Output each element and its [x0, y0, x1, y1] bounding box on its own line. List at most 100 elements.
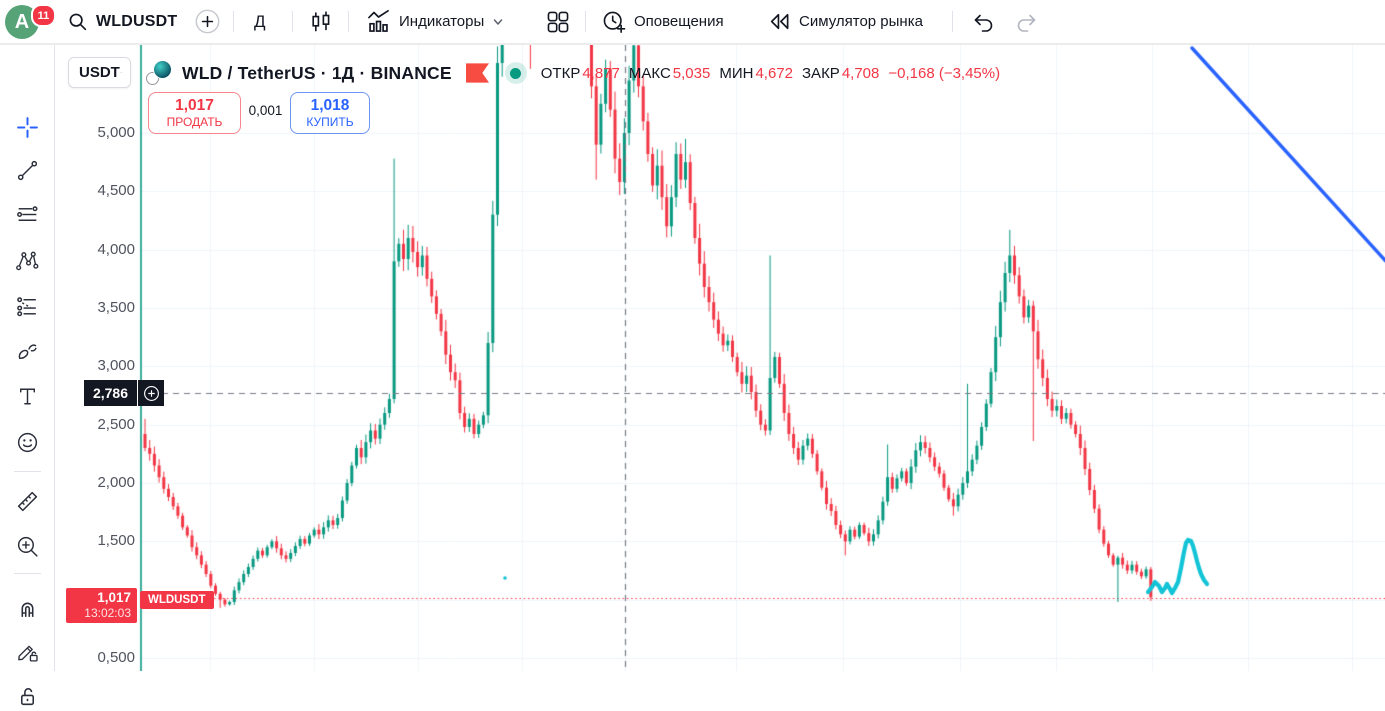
ohlc-high-label: МАКС: [628, 64, 671, 82]
tool-drawing-mode-lock[interactable]: [13, 637, 42, 666]
tool-crosshair[interactable]: [13, 113, 42, 142]
ohlc-close-label: ЗАКР: [802, 64, 840, 82]
y-axis-label: 3,000: [97, 357, 135, 375]
candlestick-icon: [312, 11, 330, 31]
avatar-letter: A: [14, 10, 30, 33]
tool-trend-line[interactable]: [13, 156, 42, 185]
market-simulator-button[interactable]: Симулятор рынка: [762, 0, 928, 43]
sell-price: 1,017: [175, 96, 214, 114]
y-axis-label: 2,000: [97, 474, 135, 491]
y-axis-label: 5,000: [97, 124, 135, 141]
emoji-icon: [17, 432, 38, 453]
y-axis-label: 4,000: [97, 240, 135, 258]
simulator-label: Симулятор рынка: [799, 13, 923, 30]
symbol-title[interactable]: WLD / TetherUS · 1Д · BINANCE: [182, 62, 452, 83]
undo-button[interactable]: [966, 0, 1002, 43]
indicators-icon: [368, 9, 389, 32]
redo-icon: [1017, 14, 1036, 32]
y-axis-label: 4,500: [97, 182, 135, 200]
layout-grid-button[interactable]: [540, 0, 576, 43]
buy-label: КУПИТЬ: [306, 115, 354, 130]
ohlc-low-label: МИН: [719, 64, 754, 82]
symbol-search-button[interactable]: WLDUSDT: [62, 0, 182, 43]
tool-zoom-in[interactable]: [13, 532, 42, 561]
chevron-down-icon: [120, 72, 122, 73]
last-price-value: 1,017: [97, 590, 131, 605]
indicators-label: Индикаторы: [399, 13, 485, 30]
search-symbol-text: WLDUSDT: [96, 12, 178, 30]
flag-icon[interactable]: [465, 63, 489, 83]
toolbar-divider: [348, 11, 349, 32]
trend-line-icon: [17, 160, 38, 181]
undo-icon: [974, 14, 993, 32]
toolbar-divider: [292, 11, 293, 32]
chart-canvas[interactable]: [55, 45, 1385, 671]
ohlc-row: ОТКР 4,877 МАКС 5,035 МИН 4,672 ЗАКР 4,708 −…: [541, 65, 1000, 82]
wld-coin-icon: [145, 60, 175, 86]
tool-lock-all-drawings[interactable]: [13, 682, 42, 711]
chart-type-button[interactable]: [303, 0, 339, 43]
buy-button[interactable]: 1,018 КУПИТЬ: [290, 92, 370, 134]
indicators-button[interactable]: Индикаторы: [360, 0, 510, 43]
layout-grid-icon: [547, 11, 569, 32]
y-axis-label: 0,500: [97, 649, 135, 666]
sell-label: ПРОДАТЬ: [166, 115, 223, 130]
ohlc-close-value: 4,708: [841, 64, 880, 82]
interval-label: Д: [254, 11, 266, 31]
countdown-timer: 13:02:03: [84, 606, 131, 620]
last-price-label: 1,017 13:02:03: [66, 588, 137, 623]
tool-magnet[interactable]: [13, 594, 42, 623]
ruler-icon: [17, 491, 38, 512]
tool-brush[interactable]: [13, 336, 42, 365]
parallel-lines-icon: [17, 206, 38, 221]
toolbar-divider: [952, 11, 953, 32]
sidebar-divider: [14, 573, 41, 574]
toolbar-divider: [585, 11, 586, 32]
spread-value: 0,001: [248, 103, 283, 118]
zoom-in-icon: [17, 536, 38, 557]
drawing-mode-lock-icon: [18, 645, 38, 662]
ohlc-open-label: ОТКР: [540, 64, 581, 82]
top-toolbar: A 11 WLDUSDT Д Индикаторы: [0, 0, 1385, 45]
chart-area[interactable]: 5,000 4,500 4,000 3,500 3,000 2,500 2,000 1,500…: [55, 45, 1385, 671]
tool-parallel-lines[interactable]: [13, 200, 42, 229]
crosshair-price-value: 2,786: [84, 380, 137, 406]
tool-xabcd-pattern[interactable]: [13, 247, 42, 276]
drawing-tools-sidebar: [0, 45, 55, 706]
interval-button[interactable]: Д: [249, 0, 271, 43]
chevron-down-icon: [494, 18, 503, 25]
brush-icon: [18, 344, 37, 360]
tool-ruler[interactable]: [13, 487, 42, 516]
buy-price: 1,018: [310, 96, 350, 114]
y-axis-label: 3,500: [97, 299, 135, 316]
quote-currency-label: USDT: [79, 64, 120, 81]
plus-circle-icon: [143, 385, 159, 401]
quote-currency-select[interactable]: USDT: [68, 57, 131, 88]
forecast-icon: [17, 297, 36, 317]
tool-forecast[interactable]: [13, 292, 42, 321]
sidebar-divider: [14, 471, 41, 472]
notification-badge: 11: [31, 4, 56, 27]
xabcd-pattern-icon: [16, 251, 39, 271]
alerts-button[interactable]: Оповещения: [596, 0, 729, 43]
ohlc-open-value: 4,877: [582, 64, 620, 82]
add-alert-button[interactable]: [138, 380, 164, 406]
ohlc-high-value: 5,035: [672, 64, 711, 82]
crosshair-icon: [17, 117, 38, 138]
sell-button[interactable]: 1,017 ПРОДАТЬ: [148, 92, 241, 134]
tool-emoji[interactable]: [13, 428, 42, 457]
crosshair-price-label: 2,786: [84, 380, 164, 406]
lock-all-drawings-icon: [20, 688, 35, 706]
tool-text[interactable]: [13, 382, 42, 411]
y-axis-label: 1,500: [97, 532, 135, 550]
avatar[interactable]: A 11: [5, 4, 56, 39]
ohlc-low-value: 4,672: [755, 64, 793, 82]
alerts-label: Оповещения: [634, 13, 724, 30]
plus-circle-icon: [195, 9, 220, 34]
redo-button[interactable]: [1008, 0, 1044, 43]
market-status-icon[interactable]: [504, 62, 527, 84]
toolbar-divider: [233, 11, 234, 32]
symbol-price-tag: WLDUSDT: [140, 591, 214, 609]
symbol-header: WLD / TetherUS · 1Д · BINANCE ОТКР 4,877 …: [145, 59, 1000, 87]
add-symbol-button[interactable]: [188, 0, 227, 43]
